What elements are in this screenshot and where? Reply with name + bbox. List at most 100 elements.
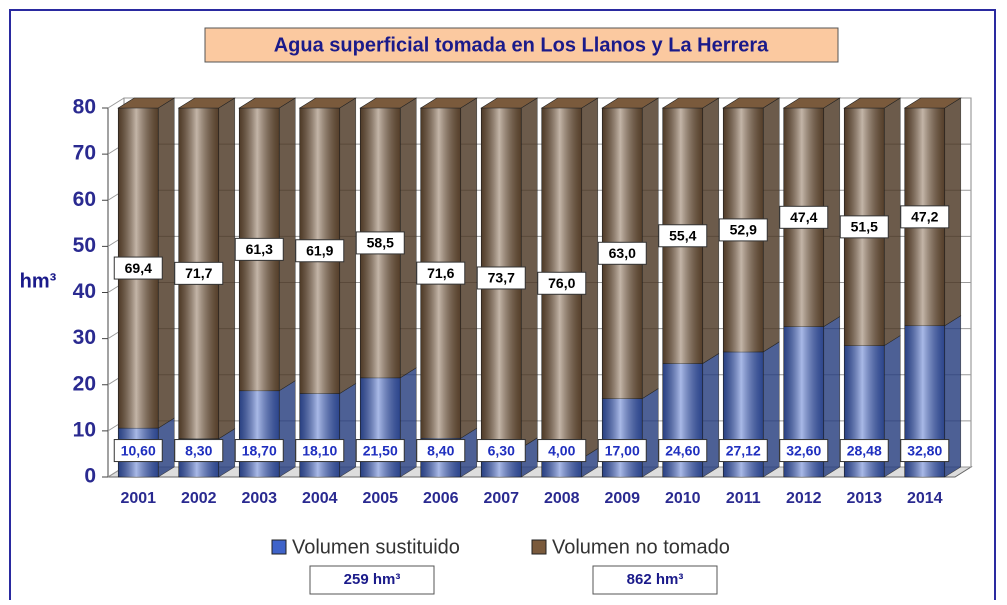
bar-top <box>903 97 962 109</box>
data-label: 52,9 <box>730 222 757 238</box>
x-tick-label: 2010 <box>665 490 701 507</box>
y-tick-label: 70 <box>73 142 96 165</box>
bar-side-shade <box>884 98 901 346</box>
data-label: 4,00 <box>548 442 575 458</box>
bar-side-shade <box>581 448 598 477</box>
data-label: 61,9 <box>306 242 333 258</box>
total-box <box>309 565 435 595</box>
data-label-box <box>113 256 163 280</box>
y-tick-label: 0 <box>84 465 96 488</box>
x-tick-label: 2013 <box>846 490 882 507</box>
y-tick-label: 10 <box>73 418 96 441</box>
y-tick-label: 30 <box>73 326 96 349</box>
bar-side-shade <box>642 98 659 399</box>
data-label-box <box>113 439 163 463</box>
x-tick-label: 2007 <box>483 490 519 507</box>
data-label: 10,60 <box>121 442 156 458</box>
bar-side-shade <box>763 97 780 352</box>
data-label-box <box>839 439 889 463</box>
bar-side-shade <box>642 388 659 477</box>
x-tick-label: 2003 <box>241 490 277 507</box>
bar-top <box>419 97 478 109</box>
data-label-box <box>234 439 284 463</box>
x-tick-label: 2011 <box>726 490 761 507</box>
bar-side-shade <box>158 98 175 429</box>
bar-shade <box>360 377 401 477</box>
data-label-box <box>295 439 345 463</box>
x-tick-label: 2012 <box>786 490 822 507</box>
data-label: 32,80 <box>907 442 942 458</box>
data-label: 17,00 <box>605 442 640 458</box>
data-label: 32,60 <box>786 442 821 458</box>
bar-side-shade <box>944 315 961 477</box>
data-label: 47,2 <box>911 209 938 225</box>
legend-label: Volumen no tomado <box>552 536 730 558</box>
data-label: 27,12 <box>726 442 761 458</box>
data-label: 24,60 <box>665 442 700 458</box>
bar-side-shade <box>944 98 961 326</box>
bar-side-shade <box>279 380 296 477</box>
data-label: 51,5 <box>851 219 878 235</box>
data-label-box <box>295 239 345 263</box>
y-tick-label: 80 <box>73 96 96 119</box>
bar-top <box>661 97 720 109</box>
legend-swatch <box>531 539 547 555</box>
bar-shade <box>239 390 280 477</box>
data-label: 63,0 <box>609 245 636 261</box>
data-label: 18,10 <box>302 442 337 458</box>
bar-top <box>722 97 781 109</box>
chart-title: Agua superficial tomada en Los Llanos y … <box>274 34 769 56</box>
bar-top <box>782 97 841 109</box>
y-tick-label: 40 <box>73 280 96 303</box>
bar-top <box>238 97 297 109</box>
y-axis-label: hm³ <box>20 270 57 292</box>
data-label: 21,50 <box>363 442 398 458</box>
data-label-box <box>718 439 768 463</box>
bar-side-shade <box>823 98 840 327</box>
bar-side-shade <box>521 98 538 448</box>
y-tick-label: 60 <box>73 188 96 211</box>
grid-line <box>107 97 125 109</box>
y-tick-label: 50 <box>73 234 96 257</box>
x-tick-label: 2001 <box>120 490 156 507</box>
x-tick-label: 2008 <box>544 490 580 507</box>
data-label-box <box>900 205 950 229</box>
data-label: 18,70 <box>242 442 277 458</box>
bar-top <box>480 97 539 109</box>
data-label: 6,30 <box>488 442 515 458</box>
total-label: 259 hm³ <box>344 571 401 588</box>
bar-shade <box>299 393 340 477</box>
data-label-box <box>476 439 526 463</box>
data-label: 71,6 <box>427 265 454 281</box>
x-tick-label: 2006 <box>423 490 459 507</box>
data-label-box <box>718 218 768 242</box>
legend-swatch <box>271 539 287 555</box>
x-tick-label: 2004 <box>302 490 338 507</box>
bar-top <box>601 97 660 109</box>
total-label: 862 hm³ <box>627 571 684 588</box>
data-label: 55,4 <box>669 227 696 243</box>
data-label-box <box>174 261 224 285</box>
data-label-box <box>355 231 405 255</box>
data-label-box <box>839 215 889 239</box>
y-tick-label: 20 <box>73 372 96 395</box>
data-label-box <box>597 439 647 463</box>
data-label-box <box>537 271 587 295</box>
data-label: 69,4 <box>125 260 152 276</box>
bar-shade <box>602 398 643 477</box>
data-label: 76,0 <box>548 275 575 291</box>
data-label-box <box>597 241 647 265</box>
data-label: 47,4 <box>790 209 817 225</box>
bar-side-shade <box>702 98 719 364</box>
data-label: 28,48 <box>847 442 882 458</box>
bar-side-shade <box>460 98 477 439</box>
data-label-box <box>174 439 224 463</box>
bar-side-shade <box>823 316 840 477</box>
data-label-box <box>234 237 284 261</box>
bar-side-shade <box>339 383 356 477</box>
data-label-box <box>416 261 466 285</box>
bar-top <box>359 97 418 109</box>
title-box <box>204 27 839 63</box>
data-label-box <box>779 439 829 463</box>
